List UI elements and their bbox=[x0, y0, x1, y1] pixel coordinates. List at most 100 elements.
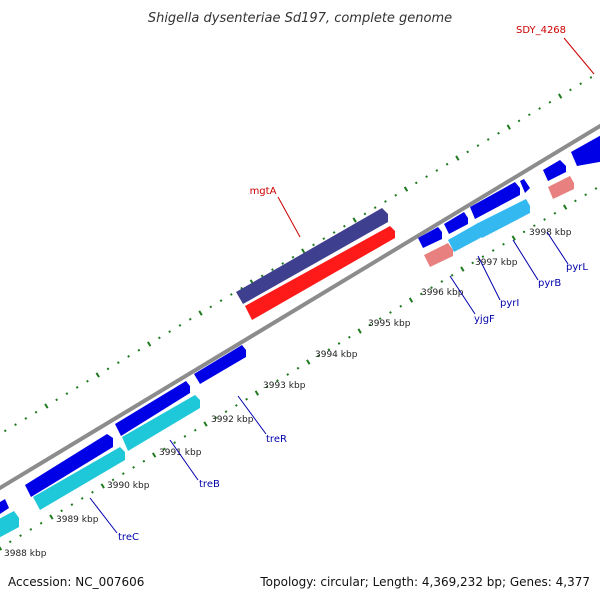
tick-mark bbox=[55, 398, 59, 402]
tick-mark bbox=[70, 503, 74, 506]
tick-mark bbox=[517, 119, 521, 123]
tick-mark bbox=[296, 366, 300, 370]
tick-mark bbox=[557, 93, 563, 99]
tick-mark bbox=[3, 429, 7, 433]
tick-mark bbox=[260, 274, 264, 278]
tick-mark bbox=[584, 193, 588, 197]
tick-mark bbox=[419, 292, 423, 296]
gene-label-SDY_4268[interactable]: SDY_4268 bbox=[516, 25, 566, 36]
map-title: Shigella dysenteriae Sd197, complete gen… bbox=[148, 11, 452, 26]
tick-mark bbox=[317, 354, 320, 358]
cds-treR bbox=[122, 395, 200, 451]
tick-mark bbox=[214, 416, 218, 420]
tick-mark bbox=[91, 490, 94, 494]
tick-mark bbox=[142, 459, 146, 463]
gene-label-treB[interactable]: treB bbox=[199, 479, 220, 490]
tick-mark bbox=[301, 248, 306, 254]
tick-mark bbox=[95, 372, 100, 378]
tick-mark bbox=[193, 428, 197, 432]
gene-label-pyrL[interactable]: pyrL bbox=[566, 262, 588, 273]
tick-mark bbox=[357, 328, 362, 334]
tick-mark bbox=[425, 175, 428, 179]
accession-text: Accession: NC_007606 bbox=[8, 575, 144, 589]
gene-label-pyrB[interactable]: pyrB bbox=[538, 278, 561, 289]
cds-pyrB bbox=[476, 199, 530, 238]
tick-mark bbox=[121, 472, 125, 475]
gene-arrow-next bbox=[194, 345, 246, 384]
tick-mark bbox=[352, 217, 357, 223]
tick-mark bbox=[198, 310, 203, 316]
gene-arrow-yjgF-upper bbox=[418, 227, 442, 248]
gene-label-yjgF[interactable]: yjgF bbox=[474, 314, 495, 325]
tick-mark bbox=[378, 317, 382, 321]
tick-mark bbox=[569, 88, 572, 92]
genome-backbone bbox=[0, 123, 600, 491]
tick-mark bbox=[532, 224, 536, 228]
tick-mark bbox=[183, 435, 187, 438]
gene-label-treC[interactable]: treC bbox=[118, 532, 139, 543]
tick-mark bbox=[75, 386, 79, 389]
tick-mark bbox=[481, 255, 485, 259]
gene-labels: SDY_4268 mgtA treC treB treR yjgF pyrI p… bbox=[118, 25, 588, 543]
gene-arrow-mgtA bbox=[245, 226, 395, 320]
cds-pink-2 bbox=[548, 176, 574, 199]
tick-mark bbox=[579, 82, 583, 86]
tick-mark bbox=[271, 268, 274, 272]
tick-mark bbox=[219, 299, 223, 303]
tick-labels: 3988 kbp 3989 kbp 3990 kbp 3991 kbp 3992… bbox=[4, 228, 572, 559]
tick-mark bbox=[281, 262, 285, 265]
rna-feature-mgtA bbox=[236, 208, 388, 304]
tick-mark bbox=[14, 423, 17, 426]
gene-label-treR[interactable]: treR bbox=[266, 434, 287, 445]
tick-mark bbox=[455, 155, 460, 161]
tick-mark bbox=[306, 359, 311, 365]
gene-arrow-right-edge bbox=[571, 135, 600, 166]
tick-mark bbox=[65, 392, 69, 395]
tick-label-3994: 3994 kbp bbox=[315, 350, 358, 360]
tick-mark bbox=[245, 397, 248, 401]
tick-mark bbox=[286, 373, 290, 376]
tick-mark bbox=[132, 466, 135, 469]
tick-mark bbox=[19, 534, 22, 537]
tick-mark bbox=[234, 404, 238, 407]
cds-pyrI bbox=[448, 223, 482, 252]
tick-mark bbox=[476, 144, 480, 148]
gene-label-mgtA[interactable]: mgtA bbox=[250, 186, 277, 197]
tick-mark bbox=[373, 206, 377, 210]
tick-mark bbox=[491, 249, 495, 252]
tick-mark bbox=[414, 181, 418, 185]
tick-mark bbox=[471, 261, 475, 265]
gene-arrow-pyrI-upper bbox=[444, 212, 468, 234]
tick-mark bbox=[80, 497, 84, 500]
tick-mark bbox=[111, 478, 115, 482]
tick-mark bbox=[188, 317, 192, 321]
gene-arrow-pyrL-upper bbox=[543, 160, 566, 181]
tick-mark bbox=[368, 323, 372, 327]
tick-label-3993: 3993 kbp bbox=[263, 381, 306, 391]
tick-mark bbox=[538, 107, 541, 110]
gene-arrow-small bbox=[520, 179, 530, 193]
tick-mark bbox=[173, 441, 177, 445]
cds-treB bbox=[33, 447, 125, 510]
tick-mark bbox=[594, 187, 598, 190]
tick-mark bbox=[322, 237, 326, 241]
tick-mark bbox=[203, 421, 208, 427]
tick-label-3988: 3988 kbp bbox=[4, 549, 47, 559]
cds-pink-1 bbox=[424, 243, 453, 267]
tick-label-3996: 3996 kbp bbox=[421, 288, 464, 298]
tick-mark bbox=[209, 305, 213, 309]
tick-mark bbox=[312, 243, 315, 247]
tick-label-3998: 3998 kbp bbox=[529, 228, 572, 238]
gene-label-pyrI[interactable]: pyrI bbox=[500, 298, 519, 309]
tick-mark bbox=[548, 100, 552, 104]
tick-mark bbox=[506, 124, 511, 130]
tick-mark bbox=[100, 483, 105, 489]
inner-tick-ring bbox=[0, 187, 598, 551]
tick-mark bbox=[522, 230, 526, 234]
tick-label-3989: 3989 kbp bbox=[56, 515, 99, 525]
tick-mark bbox=[553, 211, 557, 215]
tick-mark bbox=[342, 224, 346, 228]
tick-mark bbox=[224, 410, 228, 414]
tick-mark bbox=[151, 452, 157, 458]
